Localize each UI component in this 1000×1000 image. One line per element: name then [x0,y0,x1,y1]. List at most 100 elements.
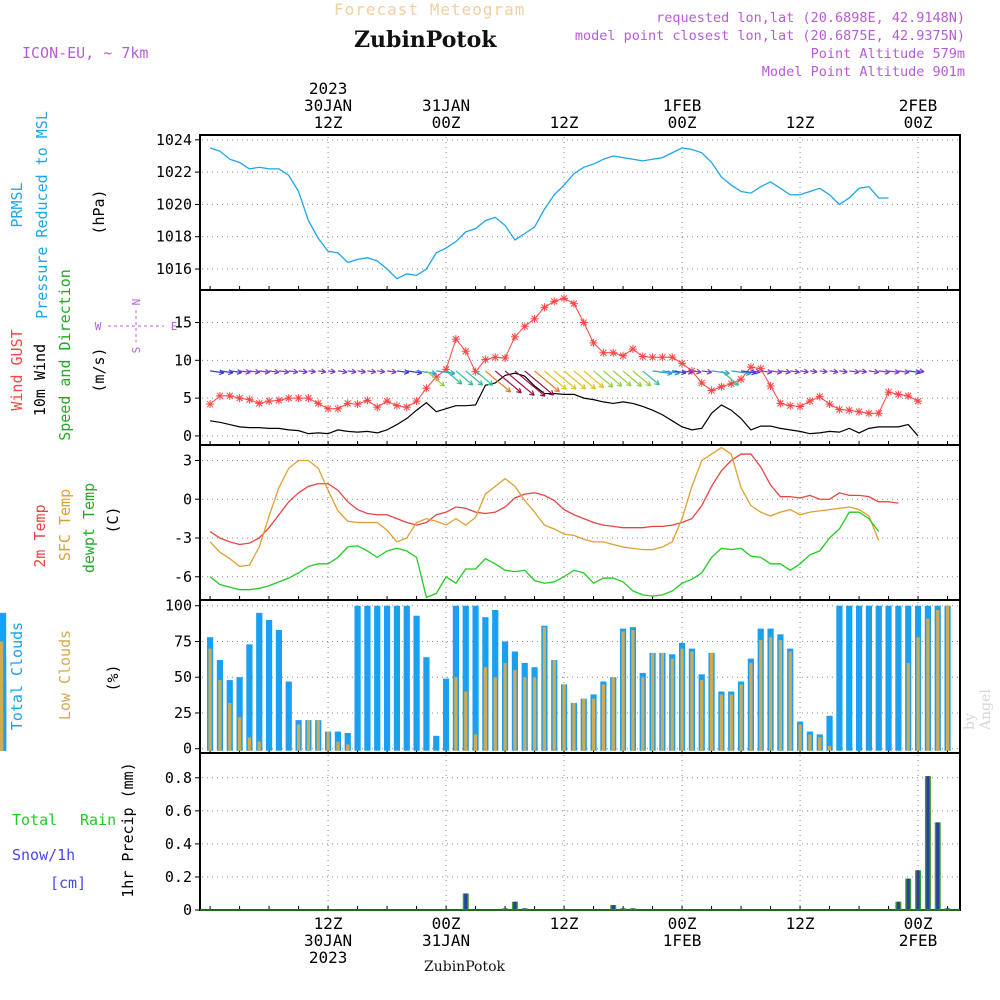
time-label-bottom: 00Z [432,914,461,933]
total-cloud-bar [246,644,253,751]
low-cloud-bar [798,724,802,751]
time-label-bottom: 2023 [309,948,348,967]
precip-unit: 1hr Precip (mm) [119,762,137,897]
wind-direction-arrow [485,370,511,393]
wind-direction-arrow [494,370,522,394]
gust-marker [461,347,470,356]
gust-marker [845,406,854,415]
wind-direction-arrow [249,370,260,373]
wind-arrow-head [803,368,809,375]
wind-arrow-head [590,384,596,390]
low-cloud-bar [827,745,832,751]
low-cloud-bar [916,637,920,751]
low-cloud-bar [542,627,547,751]
total-cloud-bar [275,630,283,751]
total-cloud-bar [354,605,361,751]
wind-direction-arrow [780,370,791,373]
low-cloud-bar [768,637,773,751]
wind-arrow-head [645,380,652,387]
wind-direction-arrow [229,370,242,374]
gust-marker [796,402,805,411]
wind-direction-arrow [583,370,605,389]
point-altitude: Point Altitude 579m [810,46,965,62]
time-label-top: 00Z [904,113,933,132]
wind-direction-arrow [908,370,921,374]
precip-label-snow: Snow/1h [12,846,75,864]
wind-arrow-head [812,368,818,375]
time-label-bottom: 2FEB [899,931,938,950]
wind-arrow-head [467,380,474,386]
gust-marker [333,404,342,413]
gust-marker [215,391,224,400]
time-label-top: 31JAN [422,96,470,115]
low-cloud-bar [631,630,635,751]
wind-arrow-head [755,368,761,375]
wind-direction-arrow [455,370,474,386]
gust-marker [245,395,254,404]
wind-direction-arrow [406,370,422,374]
wind-speed-line [209,372,919,437]
wind-direction-arrow [337,370,348,373]
gust-marker [451,335,460,344]
wind-arrow-head [529,390,535,396]
wind-direction-arrow [219,370,234,374]
low-cloud-bar [523,677,527,751]
gust-marker [904,391,913,400]
wind-arrow-head [625,380,632,387]
low-cloud-bar [690,651,694,751]
gust-marker [815,392,824,401]
gust-marker [442,365,451,374]
gust-marker [530,314,539,323]
wind-arrow-head [580,384,587,390]
wind-direction-arrow [268,370,280,373]
total-cloud-bar [423,657,430,751]
pressure-label-long: Pressure Reduced to MSL [33,111,51,319]
gust-marker [402,403,411,412]
low-cloud-bar [739,684,743,751]
low-cloud-bar [641,677,645,751]
wind-arrow-head [822,368,828,375]
wind-direction-arrow [672,370,687,374]
time-label-top: 1FEB [663,96,702,115]
wind-label-gust: Wind GUST [8,329,26,410]
temp-label-dewpt: dewpt Temp [80,483,98,573]
low-cloud-bar [0,712,4,751]
low-cloud-bar [208,648,212,751]
snow-bar [523,908,527,910]
low-cloud-bar [680,648,684,751]
wind-arrow-head [861,368,867,375]
wind-arrow-head [616,381,623,387]
low-cloud-bar [454,677,458,751]
wind-arrow-head [539,391,546,397]
low-cloud-bar [562,684,566,751]
wind-arrow-head [776,368,783,375]
panel-frame-precip [199,752,961,911]
gust-marker [717,382,726,391]
wind-direction-arrow [504,370,535,396]
gust-marker [294,394,303,403]
wind-direction-arrow [868,370,879,373]
compass-west: W [95,320,102,333]
time-label-bottom: 12Z [314,914,343,933]
gust-marker [363,396,372,405]
gust-marker [265,397,274,406]
wind-direction-arrow [445,370,463,385]
low-cloud-bar [660,652,665,751]
gust-marker [304,394,313,403]
gust-marker [727,379,736,388]
low-cloud-bar [700,680,704,751]
snow-bar [503,908,507,910]
low-cloud-bar [572,702,576,751]
gust-marker [550,297,559,306]
total-cloud-bar [403,605,410,751]
compass-north: N [130,299,143,306]
wind-direction-arrow [426,370,445,387]
time-label-bottom: 12Z [550,914,579,933]
gust-marker [324,404,333,413]
gust-marker [540,303,549,312]
wind-arrow-head [654,379,660,386]
low-cloud-bar [729,694,733,751]
requested-point: requested lon,lat (20.6898E, 42.9148N) [656,10,965,26]
gust-line [209,297,919,414]
snow-bar [611,905,615,910]
